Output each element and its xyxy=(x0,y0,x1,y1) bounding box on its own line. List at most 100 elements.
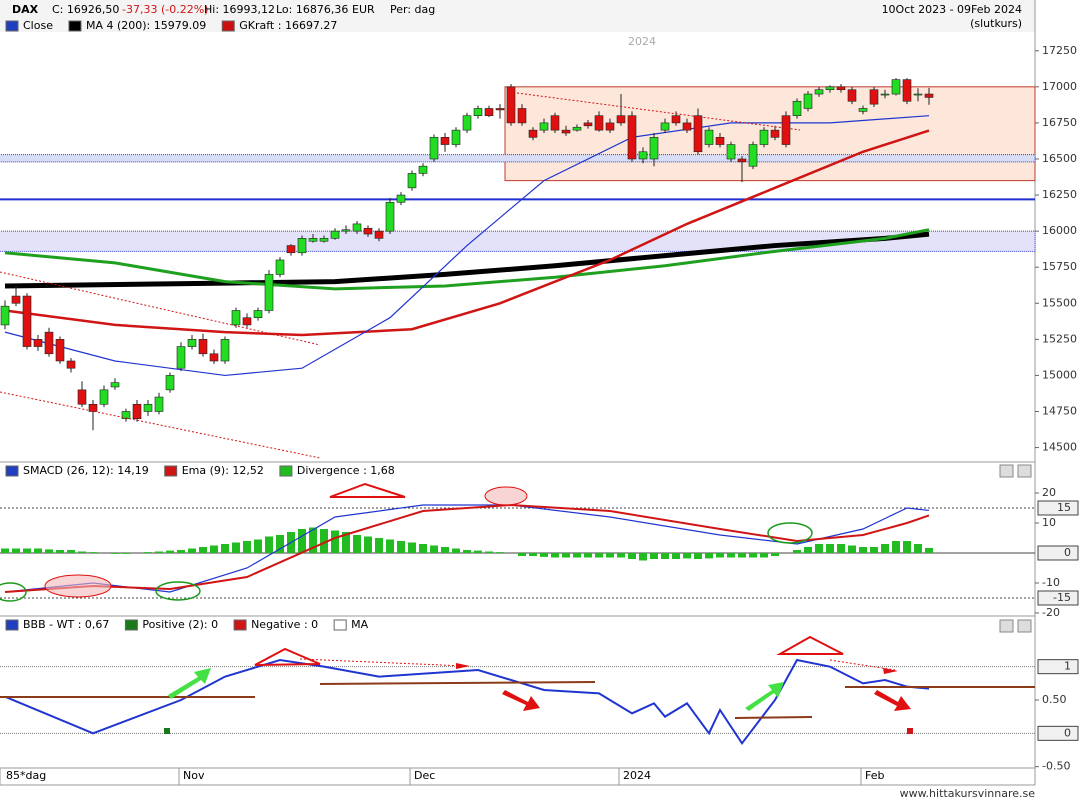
change: -37,33 (-0.22%) xyxy=(122,3,208,16)
divergence-bar xyxy=(353,535,361,553)
candle-body xyxy=(187,339,197,347)
y-tick-label: 16000 xyxy=(1042,224,1077,237)
candle-body xyxy=(539,122,549,131)
x-tick-label: Feb xyxy=(865,769,884,782)
divergence-bar xyxy=(67,550,75,553)
x-tick-label: Nov xyxy=(183,769,205,782)
legend-swatch xyxy=(279,465,293,477)
candle-body xyxy=(440,137,450,145)
divergence-bar xyxy=(716,553,724,558)
candle-body xyxy=(253,310,263,319)
circle xyxy=(44,574,112,598)
candle-body xyxy=(583,122,593,127)
divergence-bar xyxy=(815,544,823,553)
y-tick-label: 10 xyxy=(1042,516,1056,529)
arrow-up xyxy=(745,682,784,711)
divergence-bar xyxy=(804,547,812,553)
divergence-bar xyxy=(441,547,449,553)
divergence-bar xyxy=(892,541,900,553)
candle-body xyxy=(99,389,109,405)
candle-body xyxy=(132,403,142,420)
legend-label: Positive (2): 0 xyxy=(142,618,218,631)
candle-body xyxy=(902,79,912,102)
legend-swatch xyxy=(124,619,138,631)
legend-label: Close xyxy=(23,19,53,32)
divergence-bar xyxy=(914,544,922,553)
divergence-bar xyxy=(661,553,669,559)
candle-body xyxy=(506,86,516,124)
x-axis-strip xyxy=(0,767,1036,786)
y-tick-label: 20 xyxy=(1042,486,1056,499)
candle-body xyxy=(209,353,219,362)
divergence-bar xyxy=(430,545,438,553)
divergence-bar xyxy=(650,553,658,559)
panel-buttons xyxy=(999,464,1032,633)
period: Per: dag xyxy=(390,3,435,16)
candle-body xyxy=(484,108,494,116)
divergence-bar xyxy=(826,544,834,553)
date-range: 10Oct 2023 - 09Feb 2024 xyxy=(882,3,1022,16)
candle-body xyxy=(264,274,274,311)
candle-body xyxy=(418,165,428,174)
legend-label: SMACD (26, 12): 14,19 xyxy=(23,464,149,477)
candle-body xyxy=(792,100,802,116)
legend-swatch xyxy=(5,20,19,32)
candle-body xyxy=(550,115,560,131)
divergence-bar xyxy=(111,553,119,554)
watermark: 2024 xyxy=(628,35,656,48)
divergence-bar xyxy=(188,548,196,553)
divergence-bar xyxy=(1,548,9,553)
zone xyxy=(0,154,1036,163)
divergence-bar xyxy=(342,532,350,553)
divergence-bar xyxy=(573,553,581,558)
divergence-bar xyxy=(562,553,570,558)
zone xyxy=(504,86,1036,182)
divergence-bar xyxy=(23,548,31,553)
candle-body xyxy=(275,259,285,275)
footer: www.hittakursvinnare.se xyxy=(900,787,1036,800)
divergence-bar xyxy=(738,553,746,558)
divergence-bar xyxy=(78,551,86,553)
candle-body xyxy=(517,108,527,124)
candle-body xyxy=(671,115,681,124)
divergence-bar xyxy=(375,538,383,553)
symbol: DAX xyxy=(12,3,39,16)
y-tick-label: -10 xyxy=(1042,576,1060,589)
divergence-bar xyxy=(870,547,878,553)
close-button[interactable] xyxy=(1017,464,1032,478)
y-tick-label: 16500 xyxy=(1042,152,1077,165)
zoom-button[interactable] xyxy=(999,464,1014,478)
divergence-bar xyxy=(320,529,328,553)
divergence-bar xyxy=(232,542,240,553)
candle-body xyxy=(825,86,835,91)
candle-body xyxy=(561,129,571,134)
zoom-button[interactable] xyxy=(999,619,1014,633)
y-tick-label: 14750 xyxy=(1042,404,1077,417)
candle-body xyxy=(66,360,76,369)
close-button[interactable] xyxy=(1017,619,1032,633)
candle-body xyxy=(385,201,395,232)
divergence-bar xyxy=(628,553,636,559)
divergence-bar xyxy=(694,553,702,559)
divergence-bar xyxy=(518,553,526,556)
candle-body xyxy=(627,115,637,160)
divergence-bar xyxy=(463,550,471,553)
candle-body xyxy=(726,144,736,160)
y-tick-label: 14500 xyxy=(1042,441,1077,454)
ma-line xyxy=(4,129,930,337)
y-tick-label: 15250 xyxy=(1042,332,1077,345)
y-tick-label: 17000 xyxy=(1042,80,1077,93)
candle-body xyxy=(330,230,340,239)
candle-body xyxy=(396,194,406,203)
divergence-bar xyxy=(705,553,713,559)
candle-body xyxy=(77,389,87,405)
divergence-bar xyxy=(155,551,163,553)
candle-body xyxy=(715,137,725,145)
y-tick-label: 0 xyxy=(1064,726,1071,739)
y-tick-label: 0.50 xyxy=(1042,693,1067,706)
divergence-bar xyxy=(881,544,889,553)
divergence-bar xyxy=(45,549,53,553)
legend-label: MA 4 (200): 15979.09 xyxy=(86,19,206,32)
candle-body xyxy=(319,238,329,242)
legend-label: Negative : 0 xyxy=(251,618,318,631)
